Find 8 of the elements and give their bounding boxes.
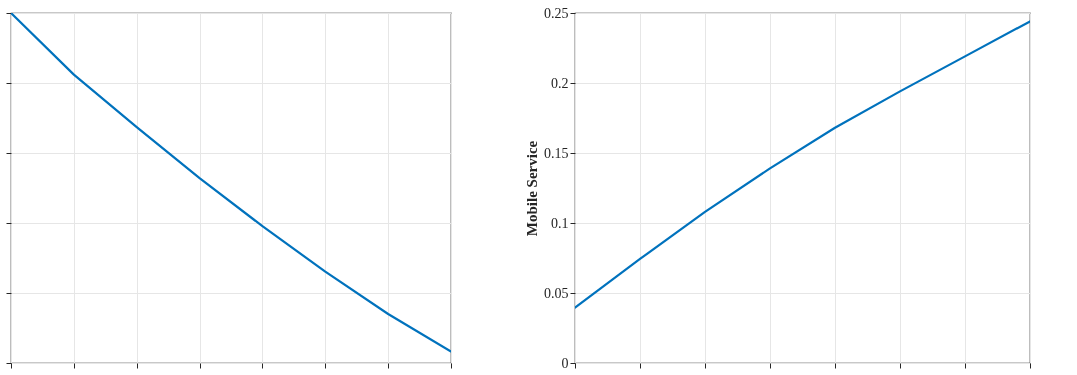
y-tick-label: 0.25 [544,5,569,21]
y-axis-title: Mobile Service [524,140,540,237]
y-tick-label: 0.1 [551,215,569,231]
y-tick-label: 0.2 [551,75,569,91]
y-tick-label: 0 [561,355,569,371]
y-tick-label: 0.15 [544,145,569,161]
line-series [575,20,1030,309]
y-tick-label: 0.05 [544,285,569,301]
